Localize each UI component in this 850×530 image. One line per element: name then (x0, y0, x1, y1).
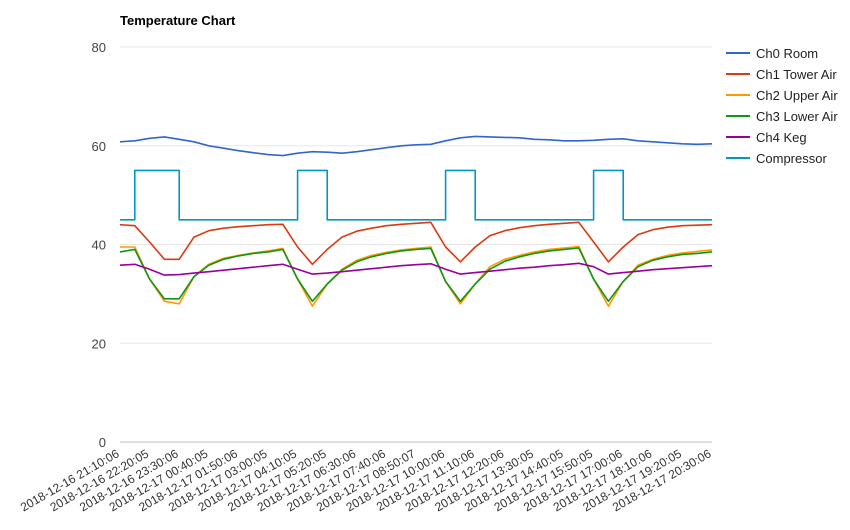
y-tick-label: 80 (92, 40, 106, 55)
y-tick-label: 0 (99, 435, 106, 450)
y-axis-ticks: 0 20 40 60 80 (92, 40, 106, 450)
series-line-ch4-keg (119, 262, 713, 276)
series-line-ch1-tower-air (119, 221, 713, 266)
y-tick-label: 40 (92, 238, 106, 253)
chart-title: Temperature Chart (120, 13, 236, 28)
series-line-ch3-lower-air (119, 247, 713, 303)
legend-label: Ch2 Upper Air (756, 88, 838, 103)
legend-label: Ch4 Keg (756, 130, 807, 145)
legend-label: Ch3 Lower Air (756, 109, 838, 124)
grid (120, 46, 712, 344)
y-tick-label: 20 (92, 336, 106, 351)
y-tick-label: 60 (92, 139, 106, 154)
series-line-compressor (120, 169, 712, 221)
legend-label: Compressor (756, 151, 827, 166)
series-lines (119, 135, 713, 307)
legend-label: Ch0 Room (756, 46, 818, 61)
series-line-ch2-upper-air (120, 245, 713, 307)
series-line-ch0-room (119, 135, 713, 157)
legend: Ch0 Room Ch1 Tower Air Ch2 Upper Air Ch3 Lo… (726, 46, 838, 166)
legend-label: Ch1 Tower Air (756, 67, 837, 82)
